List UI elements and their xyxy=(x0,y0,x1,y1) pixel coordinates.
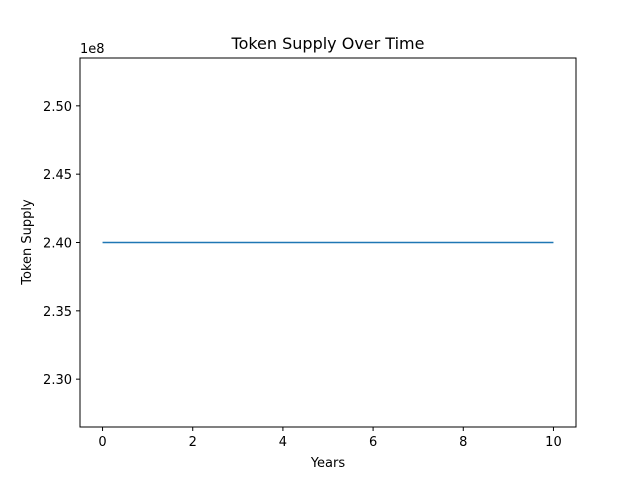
x-tick-label: 0 xyxy=(98,435,106,450)
y-tick-label: 2.30 xyxy=(43,373,72,388)
y-offset-label: 1e8 xyxy=(80,42,105,57)
y-tick-label: 2.40 xyxy=(43,237,72,252)
y-axis-label: Token Supply xyxy=(20,199,35,286)
x-axis-label: Years xyxy=(310,456,346,471)
x-tick-label: 6 xyxy=(369,435,377,450)
y-tick-label: 2.50 xyxy=(43,100,72,115)
x-axis-ticks: 0 2 4 6 8 10 xyxy=(98,427,562,450)
y-tick-label: 2.35 xyxy=(43,305,72,320)
x-tick-label: 2 xyxy=(189,435,197,450)
chart-title: Token Supply Over Time xyxy=(231,34,425,53)
y-tick-label: 2.45 xyxy=(43,168,72,183)
x-tick-label: 8 xyxy=(459,435,467,450)
x-tick-label: 10 xyxy=(545,435,562,450)
y-axis-ticks: 2.30 2.35 2.40 2.45 2.50 xyxy=(43,100,80,388)
x-tick-label: 4 xyxy=(279,435,287,450)
plot-area: 0 2 4 6 8 10 2.30 2.35 2.40 2.45 2.50 xyxy=(43,57,577,450)
